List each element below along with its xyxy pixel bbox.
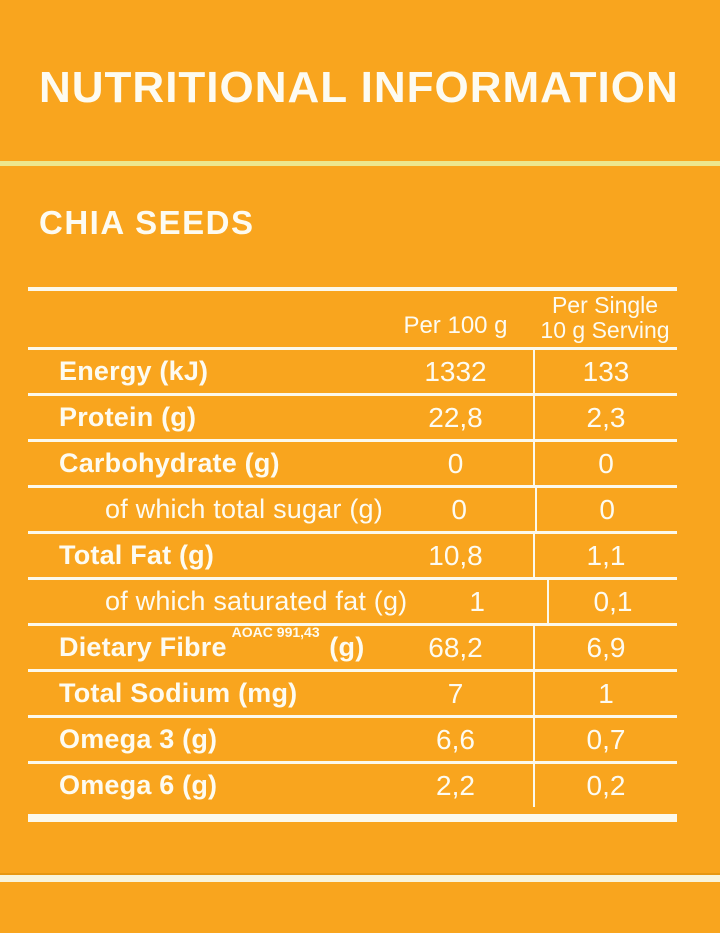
table-body: Energy (kJ) 1332 133 Protein (g) 22,8 2,3 Carb… (28, 350, 677, 807)
value-per-serving: 0,7 (533, 718, 677, 761)
nutrient-label: Total Sodium (mg) (59, 678, 298, 708)
value-per-100g: 10,8 (428, 539, 483, 571)
table-row: of which saturated fat (g) 1 0,1 (28, 580, 677, 626)
product-name: CHIA SEEDS (39, 204, 255, 241)
nutrient-label: Carbohydrate (g) (59, 448, 280, 478)
table-bottom-rule (28, 814, 677, 822)
nutrient-label: Dietary Fibre AOAC 991,43 (g) (59, 624, 365, 662)
column-header-per-serving: Per Single 10 g Serving (533, 293, 677, 347)
per-serving-header-line2: 10 g Serving (540, 317, 670, 343)
table-row: Carbohydrate (g) 0 0 (28, 442, 677, 488)
value-per-100g: 22,8 (428, 401, 483, 433)
value-per-100g: 1 (469, 585, 485, 617)
table-header-row: Per 100 g Per Single 10 g Serving (28, 287, 677, 350)
value-per-100g: 1332 (424, 355, 487, 387)
table-row: Energy (kJ) 1332 133 (28, 350, 677, 396)
nutrition-table: Per 100 g Per Single 10 g Serving Energy… (28, 287, 677, 822)
title-divider-line (0, 161, 720, 166)
value-per-100g: 6,6 (436, 723, 475, 755)
value-per-100g: 7 (447, 677, 464, 709)
nutrient-label: Protein (g) (59, 402, 197, 432)
table-row: Total Fat (g) 10,8 1,1 (28, 534, 677, 580)
value-per-100g: 68,2 (428, 631, 483, 663)
table-row: Protein (g) 22,8 2,3 (28, 396, 677, 442)
page-title: NUTRITIONAL INFORMATION (39, 63, 679, 112)
value-per-serving: 0 (533, 442, 677, 485)
value-per-serving: 6,9 (533, 626, 677, 669)
aoac-method-reference: AOAC 991,43 (231, 624, 320, 640)
nutrient-label: Omega 6 (g) (59, 770, 218, 800)
table-row: Omega 6 (g) 2,2 0,2 (28, 764, 677, 807)
table-row: of which total sugar (g) 0 0 (28, 488, 677, 534)
table-row: Omega 3 (g) 6,6 0,7 (28, 718, 677, 764)
value-per-serving: 0 (535, 488, 677, 531)
value-per-100g: 0 (447, 447, 464, 479)
value-per-100g: 2,2 (436, 769, 475, 801)
nutrient-label: Total Fat (g) (59, 540, 215, 570)
nutrient-label: Energy (kJ) (59, 356, 209, 386)
value-per-100g: 0 (451, 493, 467, 525)
value-per-serving: 2,3 (533, 396, 677, 439)
nutrient-label: of which saturated fat (g) (105, 586, 408, 616)
per-serving-header-line1: Per Single (551, 292, 659, 318)
table-row: Dietary Fibre AOAC 991,43 (g) 68,2 6,9 (28, 624, 677, 672)
value-per-serving: 0,2 (533, 764, 677, 807)
value-per-serving: 1,1 (533, 534, 677, 577)
nutrient-label: Omega 3 (g) (59, 724, 218, 754)
column-header-per-100g: Per 100 g (403, 312, 508, 339)
value-per-serving: 0,1 (547, 580, 677, 623)
table-row: Total Sodium (mg) 7 1 (28, 672, 677, 718)
value-per-serving: 1 (533, 672, 677, 715)
bottom-divider-line (0, 875, 720, 882)
nutrient-label: of which total sugar (g) (105, 494, 383, 524)
value-per-serving: 133 (533, 350, 677, 393)
